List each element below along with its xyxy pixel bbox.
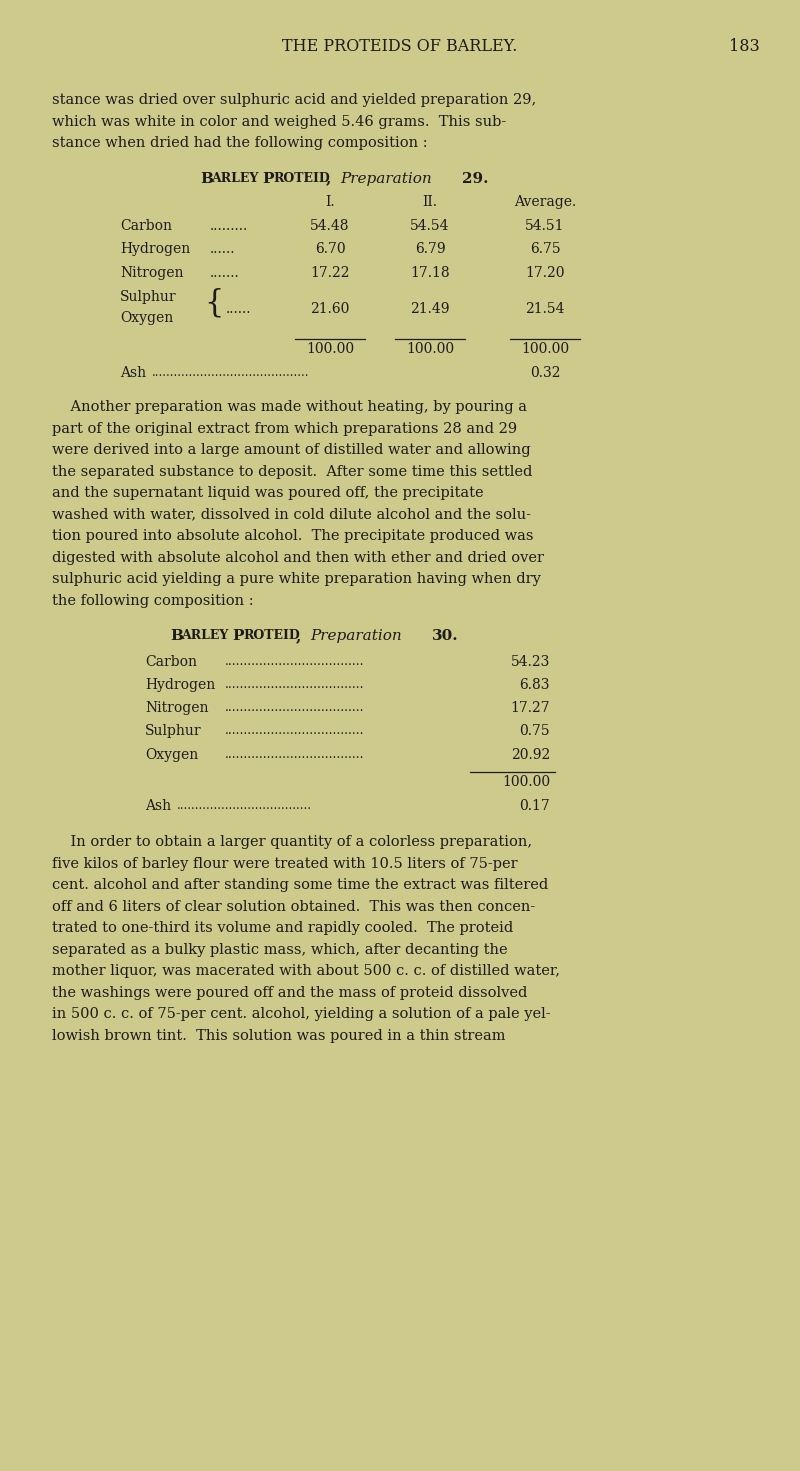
Text: Hydrogen: Hydrogen	[145, 678, 215, 691]
Text: 0.17: 0.17	[519, 799, 550, 812]
Text: 21.54: 21.54	[526, 302, 565, 316]
Text: ROTEID: ROTEID	[243, 630, 300, 641]
Text: 29.: 29.	[462, 172, 489, 185]
Text: five kilos of barley flour were treated with 10.5 liters of 75-per: five kilos of barley flour were treated …	[52, 856, 518, 871]
Text: 17.18: 17.18	[410, 266, 450, 279]
Text: ......: ......	[210, 243, 235, 256]
Text: 100.00: 100.00	[406, 341, 454, 356]
Text: 100.00: 100.00	[502, 775, 550, 788]
Text: ..........................................: ........................................…	[152, 366, 310, 378]
Text: part of the original extract from which preparations 28 and 29: part of the original extract from which …	[52, 422, 517, 435]
Text: were derived into a large amount of distilled water and allowing: were derived into a large amount of dist…	[52, 443, 530, 457]
Text: Sulphur: Sulphur	[145, 725, 202, 738]
Text: mother liquor, was macerated with about 500 c. c. of distilled water,: mother liquor, was macerated with about …	[52, 964, 560, 978]
Text: 6.75: 6.75	[530, 243, 560, 256]
Text: 20.92: 20.92	[510, 747, 550, 762]
Text: II.: II.	[422, 196, 438, 209]
Text: Hydrogen: Hydrogen	[120, 243, 190, 256]
Text: 6.79: 6.79	[414, 243, 446, 256]
Text: P: P	[232, 630, 243, 643]
Text: Ash: Ash	[120, 366, 146, 380]
Text: ....................................: ....................................	[225, 747, 365, 761]
Text: 21.49: 21.49	[410, 302, 450, 316]
Text: which was white in color and weighed 5.46 grams.  This sub-: which was white in color and weighed 5.4…	[52, 115, 506, 128]
Text: the separated substance to deposit.  After some time this settled: the separated substance to deposit. Afte…	[52, 465, 532, 478]
Text: Nitrogen: Nitrogen	[145, 702, 209, 715]
Text: Oxygen: Oxygen	[145, 747, 198, 762]
Text: In order to obtain a larger quantity of a colorless preparation,: In order to obtain a larger quantity of …	[52, 836, 532, 849]
Text: Another preparation was made without heating, by pouring a: Another preparation was made without hea…	[52, 400, 527, 413]
Text: 54.23: 54.23	[510, 655, 550, 669]
Text: tion poured into absolute alcohol.  The precipitate produced was: tion poured into absolute alcohol. The p…	[52, 530, 534, 543]
Text: lowish brown tint.  This solution was poured in a thin stream: lowish brown tint. This solution was pou…	[52, 1028, 506, 1043]
Text: sulphuric acid yielding a pure white preparation having when dry: sulphuric acid yielding a pure white pre…	[52, 572, 541, 585]
Text: 0.32: 0.32	[530, 366, 560, 380]
Text: ,: ,	[296, 630, 306, 643]
Text: 100.00: 100.00	[306, 341, 354, 356]
Text: ARLEY: ARLEY	[181, 630, 233, 641]
Text: 54.51: 54.51	[526, 219, 565, 232]
Text: ....................................: ....................................	[225, 725, 365, 737]
Text: 6.83: 6.83	[519, 678, 550, 691]
Text: stance when dried had the following composition :: stance when dried had the following comp…	[52, 135, 428, 150]
Text: THE PROTEIDS OF BARLEY.: THE PROTEIDS OF BARLEY.	[282, 38, 518, 54]
Text: Preparation: Preparation	[310, 630, 406, 643]
Text: 100.00: 100.00	[521, 341, 569, 356]
Text: B: B	[200, 172, 213, 185]
Text: 17.20: 17.20	[526, 266, 565, 279]
Text: ....................................: ....................................	[225, 655, 365, 668]
Text: the following composition :: the following composition :	[52, 593, 254, 608]
Text: 30.: 30.	[432, 630, 458, 643]
Text: stance was dried over sulphuric acid and yielded preparation 29,: stance was dried over sulphuric acid and…	[52, 93, 536, 107]
Text: ,: ,	[326, 172, 337, 185]
Text: Average.: Average.	[514, 196, 576, 209]
Text: ....................................: ....................................	[177, 799, 312, 812]
Text: ....................................: ....................................	[225, 678, 365, 691]
Text: 17.27: 17.27	[510, 702, 550, 715]
Text: 21.60: 21.60	[310, 302, 350, 316]
Text: .......: .......	[210, 266, 240, 279]
Text: Ash: Ash	[145, 799, 171, 812]
Text: 6.70: 6.70	[314, 243, 346, 256]
Text: off and 6 liters of clear solution obtained.  This was then concen-: off and 6 liters of clear solution obtai…	[52, 900, 535, 913]
Text: separated as a bulky plastic mass, which, after decanting the: separated as a bulky plastic mass, which…	[52, 943, 508, 956]
Text: Preparation: Preparation	[340, 172, 437, 185]
Text: 17.22: 17.22	[310, 266, 350, 279]
Text: Carbon: Carbon	[120, 219, 172, 232]
Text: I.: I.	[325, 196, 335, 209]
Text: cent. alcohol and after standing some time the extract was filtered: cent. alcohol and after standing some ti…	[52, 878, 548, 891]
Text: 183: 183	[730, 38, 760, 54]
Text: Carbon: Carbon	[145, 655, 197, 669]
Text: ARLEY: ARLEY	[211, 172, 262, 184]
Text: P: P	[262, 172, 274, 185]
Text: washed with water, dissolved in cold dilute alcohol and the solu-: washed with water, dissolved in cold dil…	[52, 507, 531, 522]
Text: ROTEID: ROTEID	[273, 172, 330, 184]
Text: Oxygen: Oxygen	[120, 312, 174, 325]
Text: 54.48: 54.48	[310, 219, 350, 232]
Text: trated to one-third its volume and rapidly cooled.  The proteid: trated to one-third its volume and rapid…	[52, 921, 514, 936]
Text: the washings were poured off and the mass of proteid dissolved: the washings were poured off and the mas…	[52, 986, 527, 1000]
Text: ......: ......	[226, 302, 251, 316]
Text: and the supernatant liquid was poured off, the precipitate: and the supernatant liquid was poured of…	[52, 485, 484, 500]
Text: .........: .........	[210, 219, 248, 232]
Text: ....................................: ....................................	[225, 702, 365, 715]
Text: in 500 c. c. of 75-per cent. alcohol, yielding a solution of a pale yel-: in 500 c. c. of 75-per cent. alcohol, yi…	[52, 1008, 550, 1021]
Text: Sulphur: Sulphur	[120, 290, 177, 303]
Text: 0.75: 0.75	[519, 725, 550, 738]
Text: digested with absolute alcohol and then with ether and dried over: digested with absolute alcohol and then …	[52, 550, 544, 565]
Text: 54.54: 54.54	[410, 219, 450, 232]
Text: B: B	[170, 630, 183, 643]
Text: {: {	[204, 288, 223, 319]
Text: Nitrogen: Nitrogen	[120, 266, 183, 279]
